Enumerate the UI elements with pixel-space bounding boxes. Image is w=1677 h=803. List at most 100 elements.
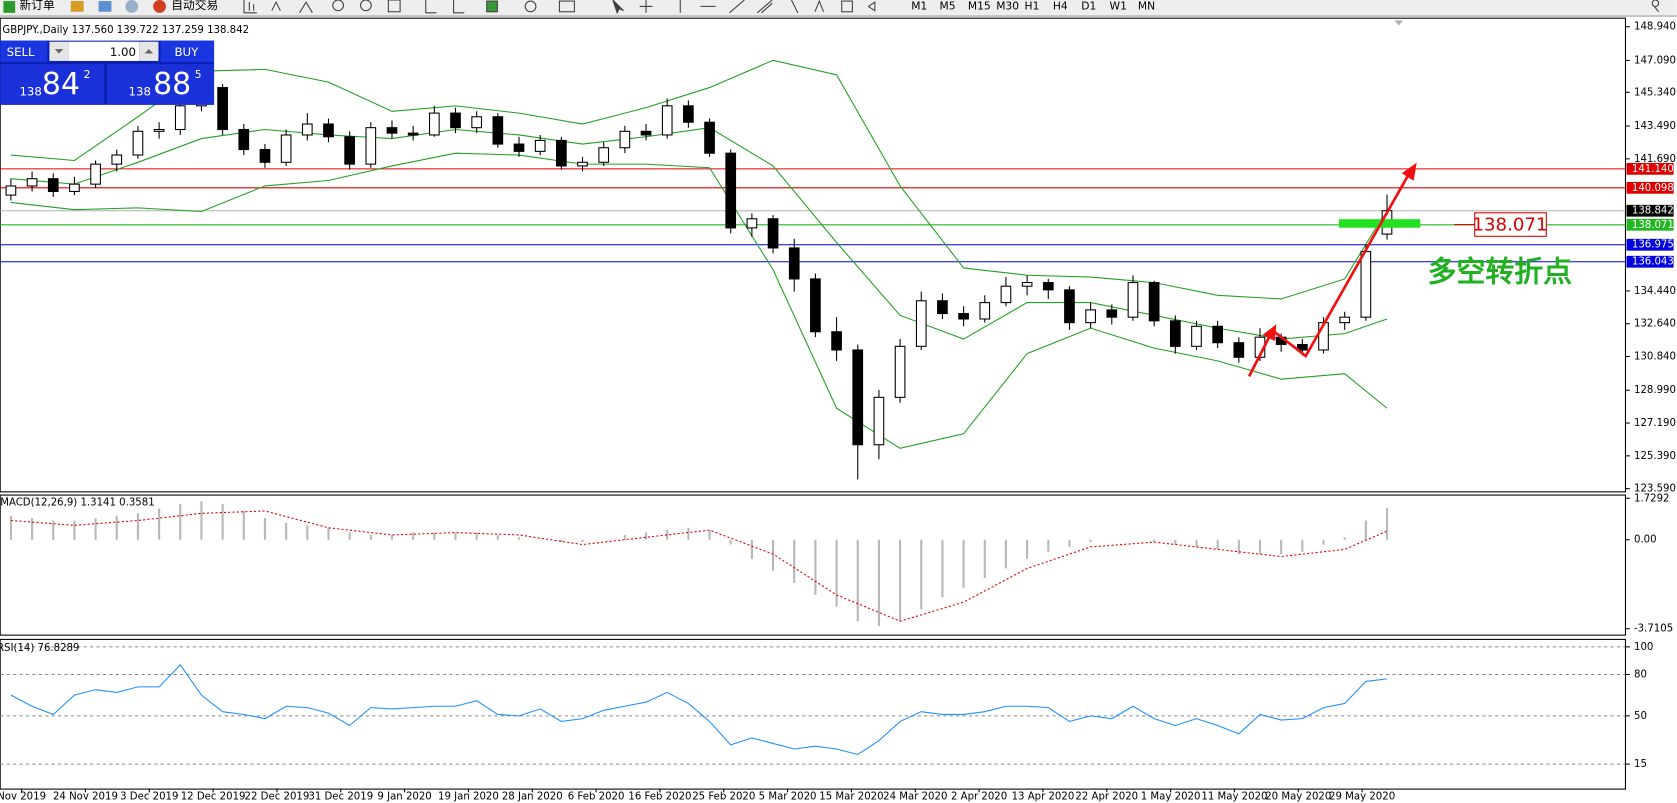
x-tick-label: Nov 2019 [0, 792, 46, 803]
sell-button[interactable] [0, 40, 48, 63]
label-tool[interactable] [841, 0, 853, 13]
indicators[interactable] [486, 0, 498, 13]
crosshair[interactable] [639, 0, 653, 13]
price-level-tag [1626, 255, 1674, 268]
candle-body [979, 302, 991, 320]
periods[interactable] [524, 0, 537, 13]
icon[interactable] [98, 1, 112, 12]
text-tool[interactable] [814, 0, 825, 12]
price-level-tag [1626, 162, 1674, 175]
auto-trade[interactable]: 自动交易 [171, 0, 218, 12]
candle-body [704, 121, 715, 154]
tool-icons [243, 0, 1660, 15]
x-tick-label: 24 Mar 2020 [883, 792, 947, 803]
x-tick-label: 24 Nov 2019 [53, 792, 118, 803]
candle-body [1233, 342, 1245, 358]
trendline[interactable] [729, 0, 745, 14]
candle-body [323, 123, 334, 138]
templates[interactable] [558, 0, 575, 13]
y-tick-label: 130.840 [1634, 352, 1676, 363]
timeframe-button[interactable]: MN [1138, 0, 1155, 12]
arrow-path [1247, 170, 1412, 377]
candle-body [767, 218, 779, 249]
auto-trade-icon[interactable] [153, 0, 166, 13]
buy-label[interactable]: BUY [175, 45, 200, 59]
timeframe-button[interactable]: D1 [1081, 0, 1096, 12]
price-level-label: 136.975 [1632, 240, 1674, 251]
new-order-icon[interactable] [3, 1, 16, 13]
x-tick-label: 20 May 2020 [1265, 792, 1331, 803]
y-tick-label: 100 [1634, 642, 1653, 653]
buy-button[interactable] [160, 40, 215, 63]
timeframe-button[interactable]: M1 [911, 0, 927, 12]
sell-label[interactable]: SELL [7, 45, 35, 59]
shift-marker [1394, 20, 1404, 26]
candle-body [1085, 309, 1096, 324]
y-tick-label: 0.00 [1634, 535, 1657, 546]
candle-body [217, 87, 228, 131]
arrows[interactable] [867, 1, 876, 12]
cursor[interactable] [612, 0, 624, 15]
timeframe-button[interactable]: W1 [1110, 0, 1127, 12]
timeframe-button[interactable]: M30 [996, 0, 1019, 12]
icon[interactable] [70, 1, 84, 12]
macd-panel [0, 494, 1626, 636]
timeframe-button[interactable]: H1 [1025, 0, 1040, 12]
candle-body [238, 128, 250, 151]
candle-body [1064, 289, 1075, 324]
candle-body [683, 105, 694, 123]
candle-body [69, 183, 80, 192]
y-tick-label: 132.640 [1634, 319, 1676, 330]
candle-body [280, 134, 292, 163]
bollinger-band [10, 59, 1388, 300]
candle-body [1296, 343, 1308, 351]
candle-body [47, 178, 59, 192]
ask-box[interactable] [107, 64, 215, 105]
candle-body [1042, 282, 1054, 291]
channel[interactable] [756, 0, 773, 14]
price-level-label: 140.098 [1632, 183, 1674, 194]
lot-input[interactable] [68, 41, 140, 61]
price-level-label: 138.071 [1632, 220, 1674, 231]
candle-body [725, 152, 737, 229]
callout-text: 138.071 [1472, 215, 1547, 236]
candle-body [492, 116, 504, 145]
rsi-panel [0, 638, 1626, 790]
zoom-out[interactable] [360, 0, 372, 12]
toolbar: 新订单 自动交易 [0, 0, 1677, 17]
icon[interactable] [271, 0, 281, 11]
bid-fraction: 2 [84, 68, 91, 81]
icon[interactable] [299, 1, 313, 14]
timeframe-button[interactable]: H4 [1053, 0, 1068, 12]
icon[interactable] [125, 0, 139, 13]
zoom-in[interactable] [332, 0, 344, 12]
candle-body [386, 127, 398, 134]
x-tick-label: 28 Jan 2020 [502, 792, 563, 803]
price-level-label: 141.140 [1632, 164, 1674, 175]
timeframes: M1 M5 M15 M30 H1 H4 D1 W1 MN [911, 0, 1155, 12]
new-order[interactable]: 新订单 [19, 0, 54, 12]
icon[interactable] [387, 0, 401, 13]
x-tick-label: 22 Dec 2019 [245, 792, 310, 803]
candle-body [1169, 320, 1181, 347]
macd-chart: 1.7292 0.00 -3.7105 [9, 493, 1673, 635]
fibo[interactable] [790, 0, 799, 14]
arrow-head [1262, 324, 1277, 342]
icon[interactable] [425, 0, 437, 14]
bid-box[interactable] [0, 64, 104, 105]
x-tick-label: 11 May 2020 [1201, 792, 1267, 803]
panel-borders [0, 17, 1626, 790]
search[interactable] [1651, 0, 1660, 13]
timeframe-button[interactable]: M15 [968, 0, 991, 12]
x-tick-label: 12 Dec 2019 [181, 792, 246, 803]
callout-box [1474, 212, 1547, 237]
icon[interactable] [453, 0, 465, 14]
lot-value[interactable]: 1.00 [110, 45, 136, 59]
icon[interactable] [243, 0, 257, 14]
candle-body [471, 116, 483, 129]
rsi-line [10, 664, 1388, 756]
x-tick-label: 31 Dec 2019 [308, 792, 373, 803]
timeframe-button[interactable]: M5 [940, 0, 956, 12]
